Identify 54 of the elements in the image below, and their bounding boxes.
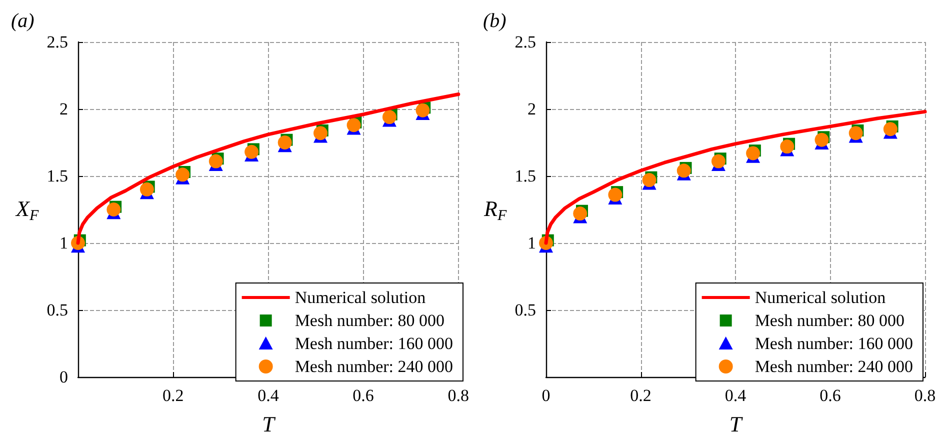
x-axis-title: T [262, 412, 276, 436]
point [244, 144, 259, 159]
x-tick-label: 0.4 [258, 386, 280, 405]
point [106, 202, 121, 216]
y-tick-label: 2.5 [514, 32, 536, 52]
legend-label: Mesh number: 80 000 [754, 311, 905, 330]
x-tick-label: 0.4 [724, 386, 747, 405]
point [208, 154, 223, 168]
x-tick-label: 0.6 [820, 386, 841, 405]
x-tick-label: 0.2 [630, 386, 652, 405]
legend-label: Mesh number: 240 000 [294, 357, 454, 376]
y-tick-label: 1 [60, 234, 68, 252]
x-tick-label: 0.2 [162, 386, 184, 405]
point [608, 188, 622, 202]
legend-label: Numerical solution [294, 288, 426, 307]
y-tick-label: 0.5 [46, 300, 68, 320]
point [176, 168, 190, 182]
point [278, 136, 292, 150]
point [746, 146, 760, 160]
point [711, 154, 726, 168]
legend-label: Mesh number: 80 000 [294, 311, 445, 330]
y-tick-label: 1 [528, 234, 536, 252]
point [140, 182, 154, 196]
legend-label: Mesh number: 160 000 [754, 334, 914, 353]
y-tick-label: 2.5 [46, 32, 68, 52]
legend-label: Mesh number: 160 000 [294, 334, 454, 353]
y-axis-title: R$_{F}$ [484, 196, 507, 225]
x-tick-label: 0.8 [914, 386, 936, 405]
chart-title: (a) [11, 10, 35, 32]
chart-title: (b) [483, 10, 507, 32]
point [314, 126, 328, 140]
y-tick-label: 1.5 [46, 166, 68, 186]
y-tick-label: 0.5 [514, 300, 536, 320]
legend-label: Numerical solution [754, 288, 886, 307]
x-axis-title: T [729, 412, 744, 436]
x-tick-label: 0.6 [352, 386, 374, 405]
y-tick-label: 0 [60, 368, 68, 386]
y-tick-label: 1.5 [514, 166, 536, 186]
point [346, 118, 361, 132]
y-tick-label: 2 [60, 100, 68, 118]
point [848, 126, 863, 140]
point [883, 122, 898, 136]
point [676, 164, 691, 178]
point [642, 173, 656, 188]
x-tick-label: 0.8 [448, 386, 469, 405]
point [416, 103, 430, 118]
point [814, 132, 829, 147]
y-tick-label: 2 [528, 100, 536, 118]
y-axis-title: X$_{F}$ [16, 196, 39, 225]
point [382, 110, 396, 124]
point [780, 140, 794, 154]
legend-label: Mesh number: 240 000 [754, 357, 914, 376]
point [573, 206, 588, 221]
x-tick-label: 0 [542, 386, 550, 405]
